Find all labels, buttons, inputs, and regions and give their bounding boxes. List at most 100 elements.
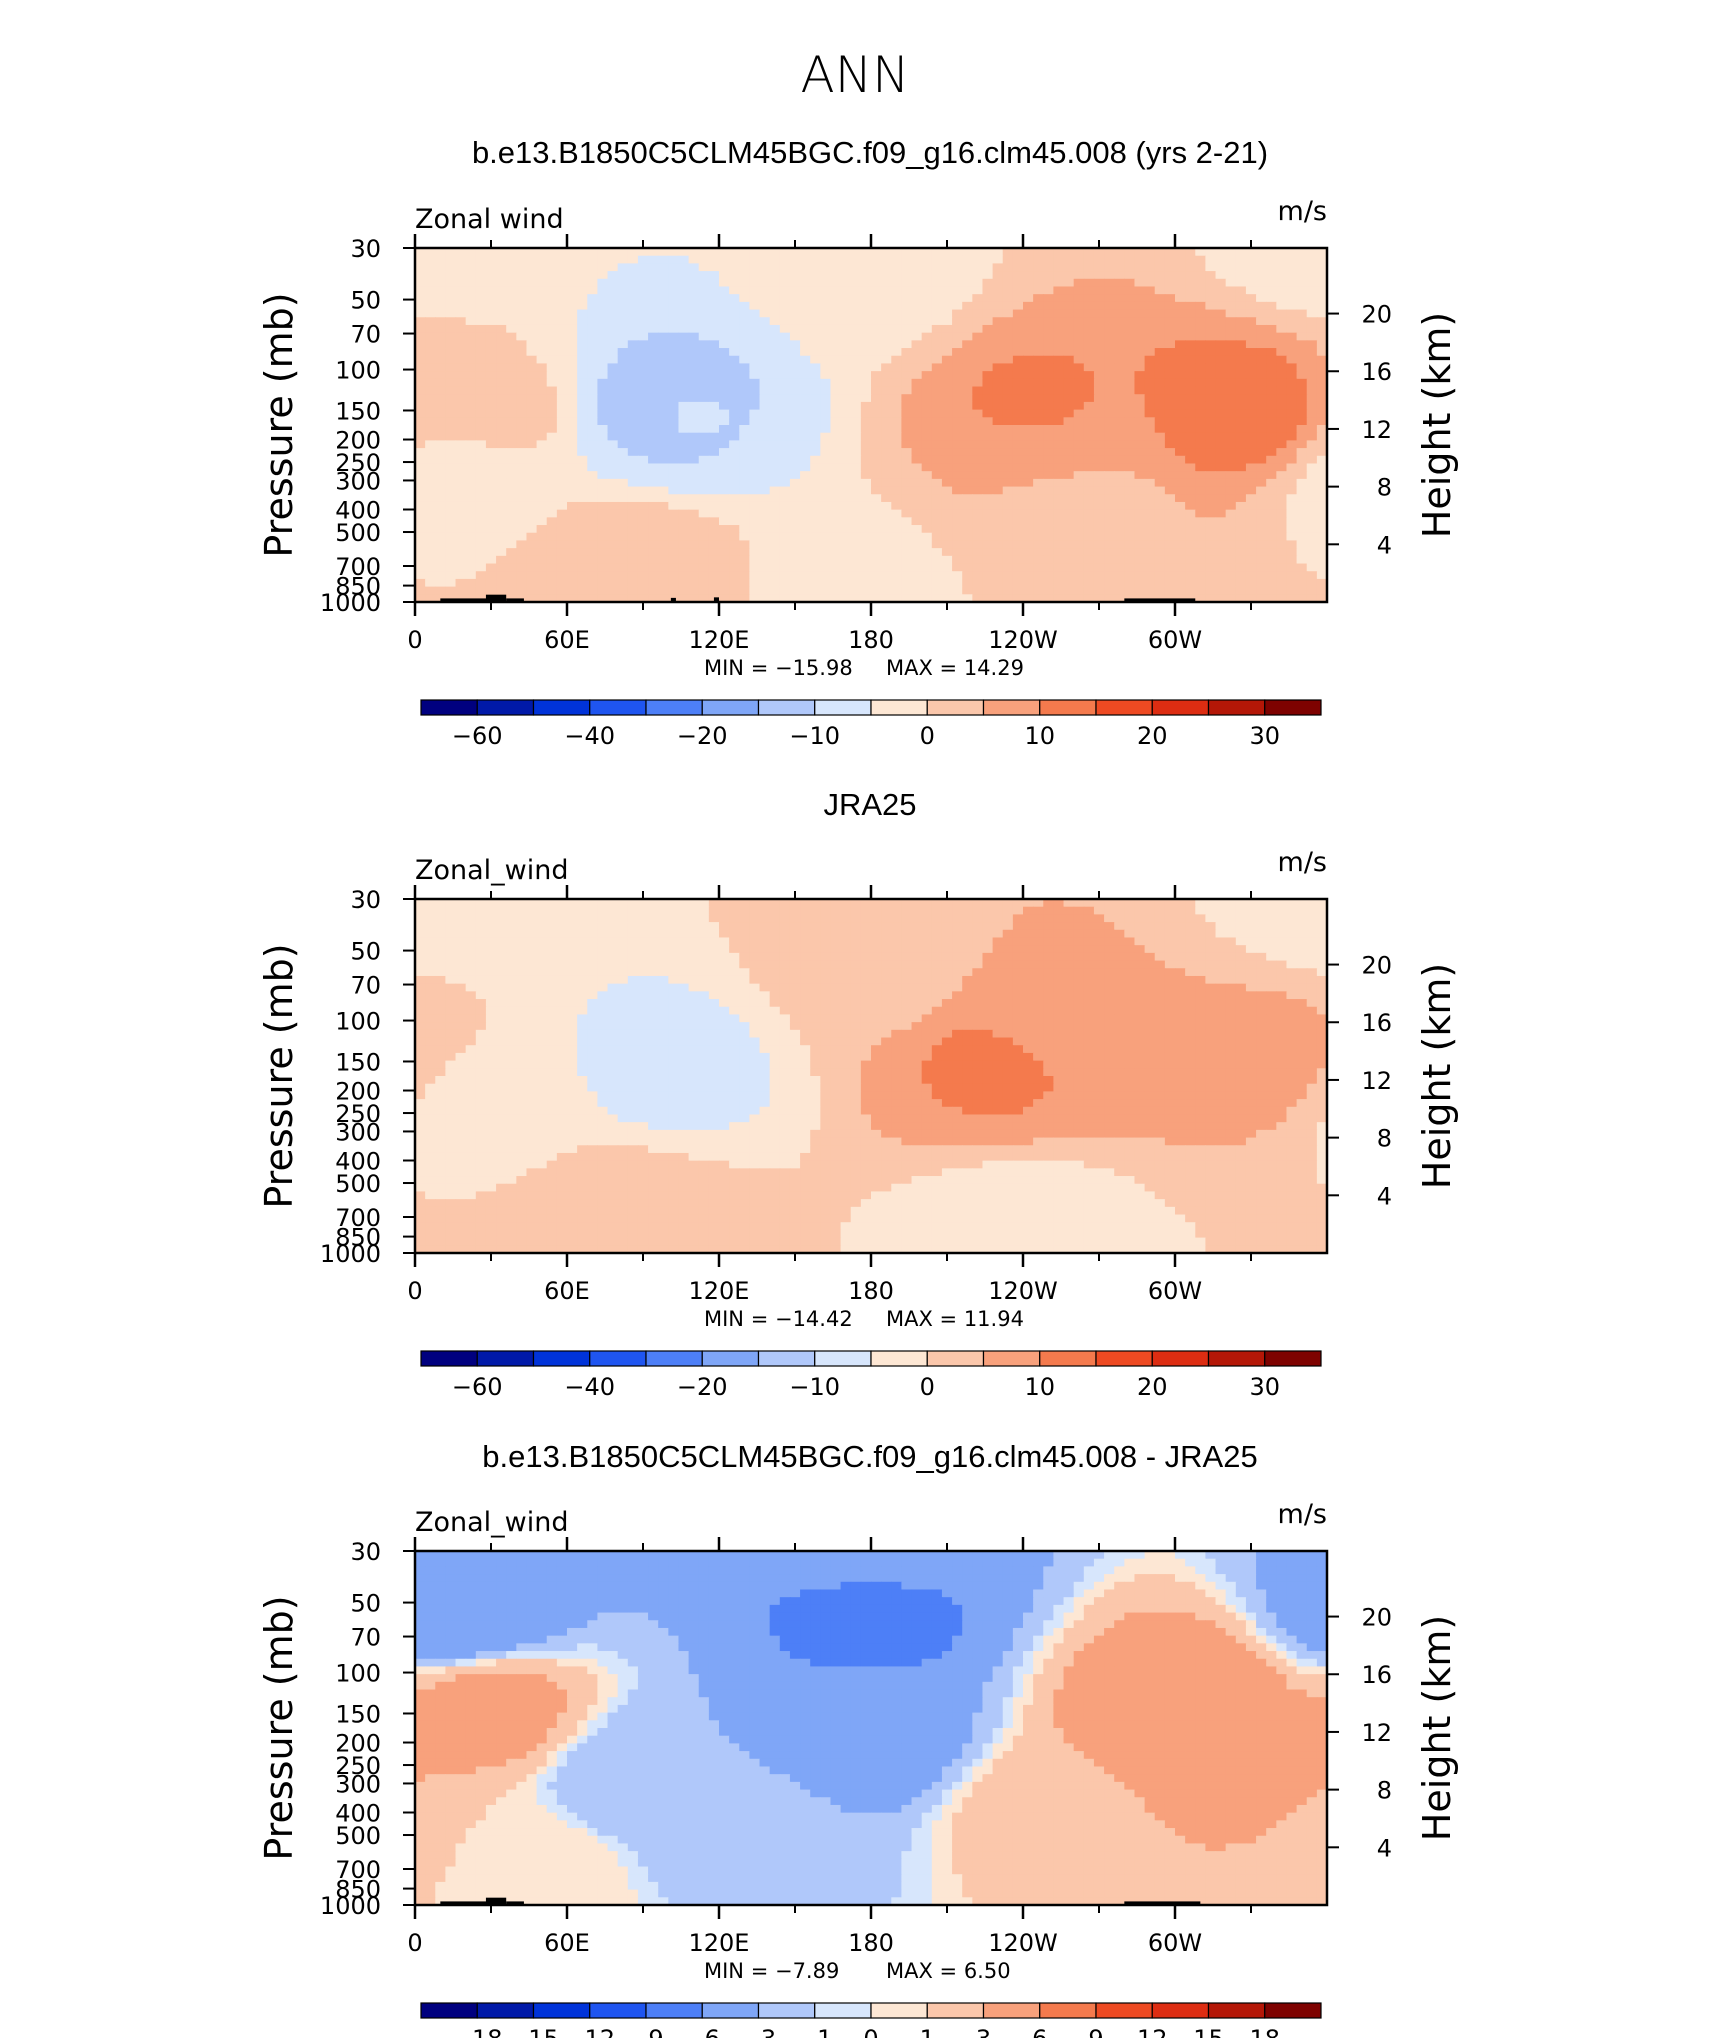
contour-cell xyxy=(759,432,771,441)
contour-cell xyxy=(1175,548,1186,557)
contour-cell xyxy=(830,409,842,418)
contour-cell xyxy=(708,324,720,334)
contour-cell xyxy=(415,394,426,403)
contour-cell xyxy=(1306,278,1318,288)
contour-cell xyxy=(962,555,973,565)
contour-cell xyxy=(1225,332,1237,341)
contour-cell xyxy=(1043,448,1054,457)
contour-cell xyxy=(485,540,497,549)
contour-cell xyxy=(1063,248,1075,257)
contour-cell xyxy=(597,432,609,441)
contour-cell xyxy=(1235,324,1247,334)
contour-cell xyxy=(546,937,558,946)
contour-cell xyxy=(1276,937,1288,946)
contour-cell xyxy=(1215,378,1227,388)
contour-cell xyxy=(1296,394,1308,403)
contour-cell xyxy=(577,294,588,303)
contour-cell xyxy=(526,914,538,923)
contour-cell xyxy=(1043,394,1054,403)
contour-cell xyxy=(901,294,913,303)
contour-cell xyxy=(820,563,832,572)
contour-cell xyxy=(952,248,963,257)
contour-cell xyxy=(729,555,740,565)
contour-cell xyxy=(789,540,801,549)
contour-cell xyxy=(952,255,963,264)
contour-cell xyxy=(1245,486,1257,495)
contour-cell xyxy=(1154,478,1166,488)
contour-cell xyxy=(506,463,517,472)
contour-cell xyxy=(1225,906,1237,915)
contour-cell xyxy=(1104,929,1115,939)
contour-cell xyxy=(982,906,994,915)
contour-cell xyxy=(769,409,781,418)
contour-cell xyxy=(1225,417,1237,426)
contour-cell xyxy=(830,555,842,565)
contour-cell xyxy=(445,906,457,915)
contour-cell xyxy=(871,425,882,434)
contour-cell xyxy=(607,525,619,534)
contour-cell xyxy=(1296,586,1308,595)
contour-cell xyxy=(1164,578,1176,588)
contour-cell xyxy=(840,417,852,426)
contour-cell xyxy=(678,417,690,426)
contour-cell xyxy=(1205,394,1217,403)
contour-cell xyxy=(637,922,649,931)
contour-cell xyxy=(1225,248,1237,257)
contour-cell xyxy=(1205,417,1217,426)
contour-cell xyxy=(607,417,619,426)
contour-cell xyxy=(506,317,517,326)
contour-cell xyxy=(506,355,517,365)
contour-cell xyxy=(921,509,933,518)
contour-cell xyxy=(688,271,700,280)
contour-cell xyxy=(597,278,609,288)
contour-cell xyxy=(1215,271,1227,280)
contour-cell xyxy=(1306,309,1318,318)
contour-cell xyxy=(820,363,832,372)
contour-cell xyxy=(1104,571,1115,580)
contour-cell xyxy=(698,486,710,495)
contour-cell xyxy=(1114,509,1125,518)
contour-cell xyxy=(871,348,882,357)
contour-cell xyxy=(1235,371,1247,380)
contour-cell xyxy=(1195,478,1206,488)
contour-cell xyxy=(911,906,923,915)
contour-cell xyxy=(668,929,680,939)
contour-cell xyxy=(587,937,598,946)
contour-cell xyxy=(627,263,639,272)
contour-cell xyxy=(952,899,963,908)
contour-cell xyxy=(648,899,659,908)
contour-cell xyxy=(455,409,467,418)
contour-cell xyxy=(496,371,507,380)
contour-cell xyxy=(546,945,558,954)
contour-cell xyxy=(840,532,852,542)
contour-cell xyxy=(840,478,852,488)
contour-cell xyxy=(445,586,457,595)
contour-cell xyxy=(637,937,649,946)
contour-cell xyxy=(496,914,507,923)
contour-cell xyxy=(1164,294,1176,303)
contour-cell xyxy=(526,899,538,908)
contour-cell xyxy=(911,440,923,449)
contour-cell xyxy=(516,378,528,388)
contour-cell xyxy=(759,509,771,518)
contour-cell xyxy=(597,517,609,526)
contour-cell xyxy=(759,471,771,480)
contour-cell xyxy=(759,594,771,603)
contour-cell xyxy=(1114,409,1125,418)
contour-cell xyxy=(1124,255,1136,264)
contour-cell xyxy=(1225,455,1237,465)
contour-cell xyxy=(952,271,963,280)
contour-cell xyxy=(435,417,446,426)
contour-cell xyxy=(658,937,669,946)
contour-cell xyxy=(415,517,426,526)
contour-cell xyxy=(1266,586,1277,595)
contour-cell xyxy=(708,394,720,403)
contour-cell xyxy=(891,471,902,480)
contour-cell xyxy=(1093,478,1105,488)
contour-cell xyxy=(982,340,994,349)
contour-cell xyxy=(860,348,872,357)
contour-cell xyxy=(820,371,832,380)
contour-cell xyxy=(891,332,902,341)
contour-cell xyxy=(698,899,710,908)
contour-cell xyxy=(759,401,771,411)
